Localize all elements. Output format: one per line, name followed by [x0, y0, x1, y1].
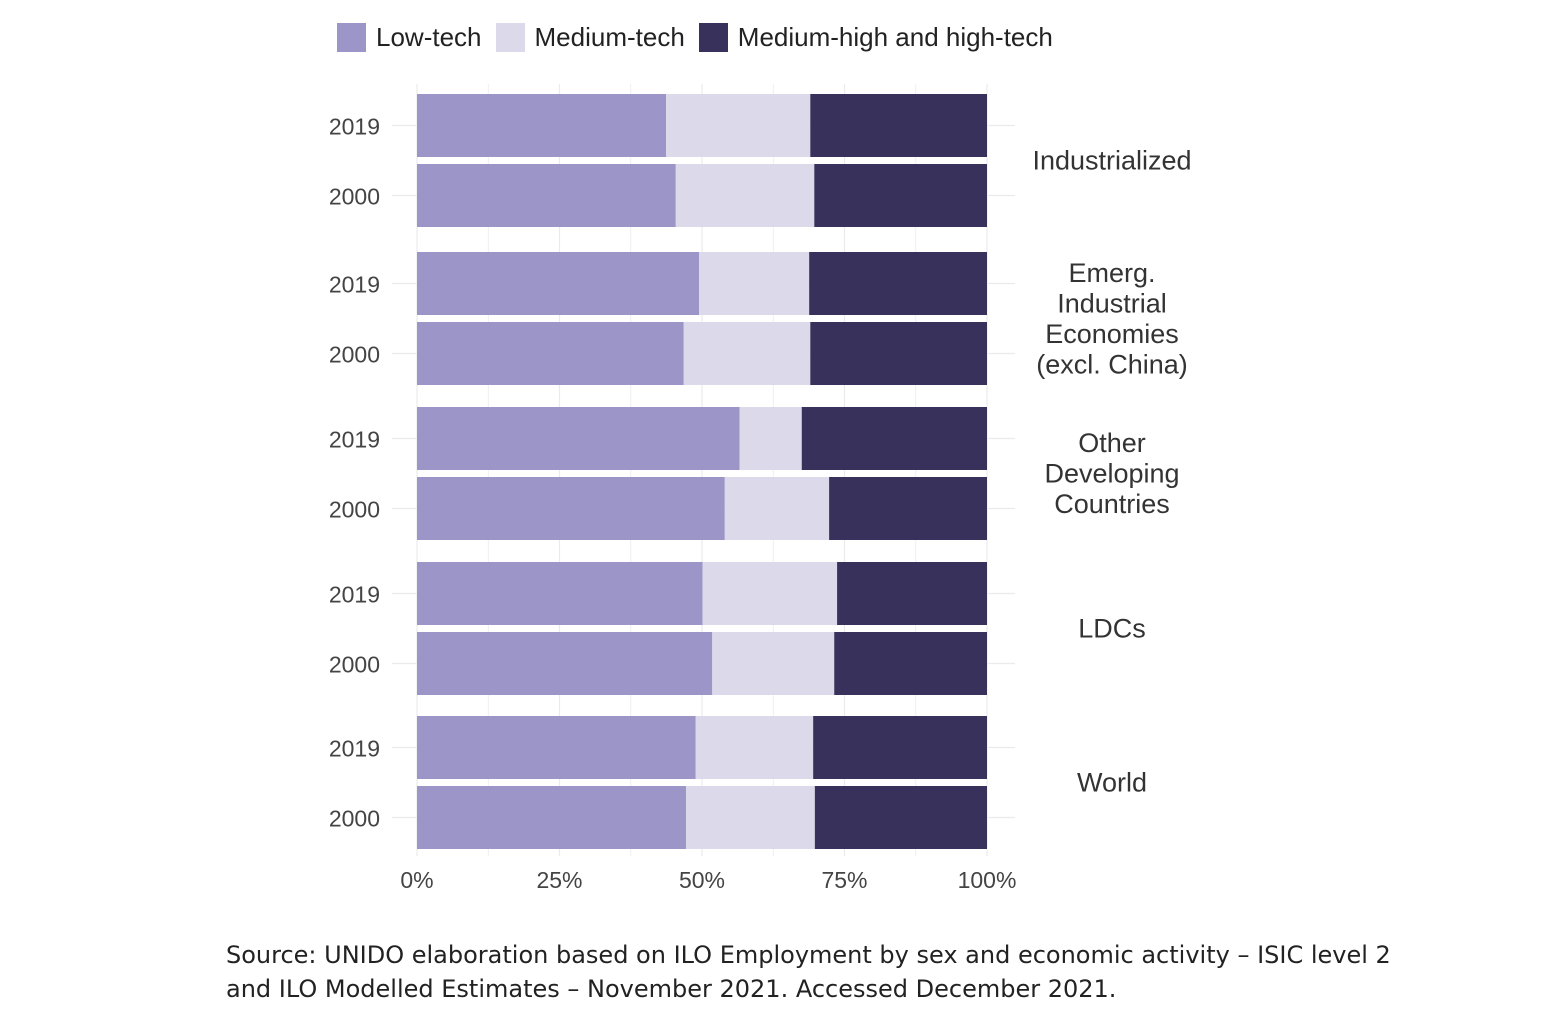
y-tick-label: 2019 — [329, 736, 380, 762]
x-tick-label: 75% — [821, 867, 867, 893]
source-note: Source: UNIDO elaboration based on ILO E… — [226, 941, 1391, 1003]
bar-segment — [417, 94, 667, 157]
legend-item-low-tech: Low-tech — [337, 22, 482, 53]
bar-segment — [417, 786, 687, 849]
bar-segment — [801, 407, 987, 470]
legend-item-high-tech: Medium-high and high-tech — [698, 22, 1053, 53]
bar-segment — [417, 716, 696, 779]
bar-segment — [417, 322, 684, 385]
x-tick-label: 0% — [400, 867, 433, 893]
y-tick-label: 2000 — [329, 652, 380, 678]
bar-segment — [686, 786, 815, 849]
bar-segment — [666, 94, 811, 157]
bar-segment — [814, 786, 987, 849]
group-label: World — [1077, 768, 1147, 798]
legend-label-low-tech: Low-tech — [376, 22, 482, 52]
y-tick-label: 2019 — [329, 427, 380, 453]
bar-segment — [417, 252, 700, 315]
bar-segment — [724, 477, 830, 540]
bar-segment — [814, 164, 987, 227]
bar-segment — [417, 477, 725, 540]
group-label: LDCs — [1078, 614, 1146, 644]
group-label: Developing — [1044, 459, 1179, 489]
bar-segment — [739, 407, 802, 470]
bar-segment — [417, 632, 713, 695]
legend-label-high-tech: Medium-high and high-tech — [737, 22, 1053, 52]
bar-segment — [813, 716, 987, 779]
bar-segment — [837, 562, 987, 625]
y-tick-label: 2019 — [329, 114, 380, 140]
stacked-bar-chart: 2019 2000 Industrialized 2019 2000 Emerg.Indu… — [329, 84, 1192, 893]
bar-segment — [809, 252, 987, 315]
group-label: Industrial — [1057, 288, 1167, 318]
y-tick-label: 2000 — [329, 342, 380, 368]
bar-segment — [695, 716, 814, 779]
bar-segment — [810, 94, 987, 157]
legend-item-medium-tech: Medium-tech — [495, 22, 685, 53]
y-tick-label: 2019 — [329, 582, 380, 608]
bar-segment — [829, 477, 987, 540]
bar-segment — [417, 407, 740, 470]
bar-segment — [675, 164, 815, 227]
x-tick-label: 50% — [679, 867, 725, 893]
y-tick-label: 2000 — [329, 497, 380, 523]
bar-segment — [702, 562, 838, 625]
x-tick-label: 25% — [536, 867, 582, 893]
x-tick-label: 100% — [958, 867, 1017, 893]
legend-swatch-high-tech — [698, 23, 728, 52]
group-label: Countries — [1054, 489, 1170, 519]
group-label: (excl. China) — [1036, 349, 1188, 379]
chart-legend: Low-tech Medium-tech Medium-high and hig… — [337, 22, 1067, 53]
group-label: Other — [1078, 428, 1146, 458]
bar-segment — [834, 632, 987, 695]
bar-segment — [712, 632, 835, 695]
y-tick-label: 2000 — [329, 806, 380, 832]
bar-segment — [810, 322, 987, 385]
y-tick-label: 2019 — [329, 272, 380, 298]
group-label: Industrialized — [1032, 146, 1191, 176]
group-label: Economies — [1045, 319, 1179, 349]
legend-label-medium-tech: Medium-tech — [534, 22, 685, 52]
legend-swatch-medium-tech — [495, 23, 525, 52]
legend-swatch-low-tech — [337, 23, 366, 52]
y-tick-label: 2000 — [329, 184, 380, 210]
bar-segment — [699, 252, 810, 315]
bar-segment — [417, 562, 703, 625]
bar-segment — [417, 164, 676, 227]
group-label: Emerg. — [1068, 258, 1155, 288]
bar-segment — [683, 322, 811, 385]
